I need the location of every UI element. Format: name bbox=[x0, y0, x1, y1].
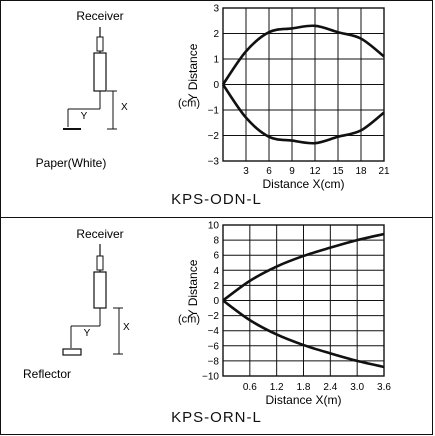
sensor-diagram: Receiver Y X Paper(White) bbox=[36, 9, 128, 170]
sensor-diagram: Receiver Y X Reflector bbox=[23, 227, 130, 381]
x-tick-label: 0.6 bbox=[243, 382, 257, 393]
x-tick-label: 6 bbox=[266, 166, 272, 177]
model-caption: KPS-ORN-L bbox=[171, 409, 262, 426]
y-tick-label: −6 bbox=[208, 341, 220, 352]
y-tick-label: −2 bbox=[208, 311, 220, 322]
y-tick-label: −3 bbox=[208, 157, 220, 168]
y-tick-label: 2 bbox=[213, 29, 219, 40]
x-tick-label: 12 bbox=[309, 166, 321, 177]
x-dim-label: X bbox=[121, 102, 128, 113]
x-tick-label: 9 bbox=[289, 166, 295, 177]
x-tick-label: 3.6 bbox=[377, 382, 391, 393]
y-dim-label: Y bbox=[84, 328, 91, 339]
y-tick-label: 4 bbox=[213, 266, 219, 277]
y-dim-label: Y bbox=[81, 111, 88, 122]
y-tick-label: 10 bbox=[208, 221, 220, 232]
y-tick-label: −10 bbox=[202, 372, 219, 383]
lower-boundary-curve bbox=[221, 83, 385, 145]
x-axis-label: Distance X(m) bbox=[265, 393, 341, 407]
y-tick-label: 0 bbox=[213, 80, 219, 91]
x-tick-label: 15 bbox=[332, 166, 344, 177]
x-tick-label: 18 bbox=[355, 166, 367, 177]
connector-icon bbox=[96, 255, 104, 271]
target-label: Reflector bbox=[23, 367, 71, 381]
reflector-icon bbox=[62, 348, 82, 356]
connector-icon bbox=[96, 36, 104, 52]
panel-orn: Receiver Y X Reflector 10 8 6 4 2 0 −2 −4 −6 −8 −1… bbox=[0, 217, 433, 435]
y-tick-label: −2 bbox=[208, 131, 220, 142]
receiver-label: Receiver bbox=[76, 9, 123, 23]
x-tick-label: 1.2 bbox=[270, 382, 284, 393]
y-axis-unit: (cm) bbox=[178, 314, 200, 326]
y-tick-label: 2 bbox=[213, 281, 219, 292]
y-axis-unit: (cm) bbox=[178, 98, 200, 110]
lower-boundary-curve bbox=[222, 299, 385, 369]
y-tick-label: −1 bbox=[208, 106, 220, 117]
y-tick-label: 0 bbox=[213, 296, 219, 307]
panel-odn: Receiver Y X Paper(White) 3 2 1 0 −1 −2 −3 3 6 9 1… bbox=[0, 0, 433, 218]
model-caption: KPS-ODN-L bbox=[171, 191, 262, 208]
x-axis-label: Distance X(cm) bbox=[262, 177, 344, 191]
x-tick-label: 1.8 bbox=[297, 382, 311, 393]
x-tick-label: 21 bbox=[378, 166, 390, 177]
target-label: Paper(White) bbox=[36, 156, 107, 170]
y-tick-label: 6 bbox=[213, 251, 219, 262]
x-tick-label: 3.0 bbox=[350, 382, 364, 393]
y-tick-label: 3 bbox=[213, 4, 219, 15]
x-dim-label: X bbox=[123, 322, 130, 333]
y-tick-label: 8 bbox=[213, 236, 219, 247]
upper-boundary-curve bbox=[222, 232, 385, 302]
chart-orn: 10 8 6 4 2 0 −2 −4 −6 −8 −10 0.6 1.2 1.8 2.4 3.0 3.6 Dist… bbox=[178, 221, 391, 408]
y-tick-label: 1 bbox=[213, 55, 219, 66]
x-tick-label: 2.4 bbox=[323, 382, 337, 393]
receiver-label: Receiver bbox=[76, 227, 123, 241]
upper-boundary-curve bbox=[221, 24, 385, 86]
y-axis-label: Y Distance bbox=[186, 259, 200, 317]
y-tick-label: −4 bbox=[208, 326, 220, 337]
y-axis-label: Y Distance bbox=[186, 43, 200, 101]
y-tick-label: −8 bbox=[208, 356, 220, 367]
x-tick-label: 3 bbox=[243, 166, 249, 177]
